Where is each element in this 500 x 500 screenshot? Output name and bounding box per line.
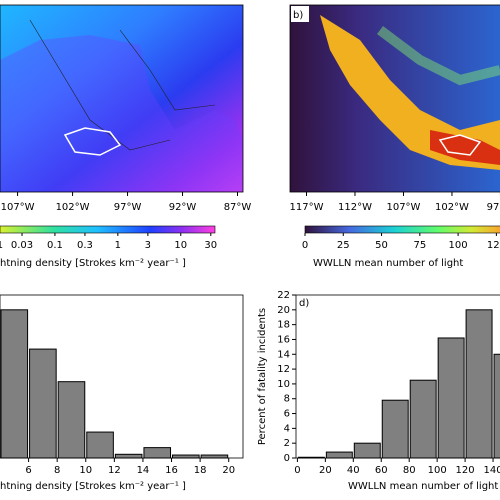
bar: [353, 442, 381, 459]
bar: [465, 309, 493, 459]
colorbar: [0, 225, 216, 234]
x-tick-label: 117°W: [289, 202, 323, 213]
x-tick-label: 107°W: [1, 202, 35, 213]
panel-label-bg: [291, 6, 309, 22]
colorbar-tick-label: 3: [145, 240, 151, 251]
y-tick-label: 22: [277, 290, 290, 301]
region-outline: [63, 127, 122, 156]
bar: [437, 337, 465, 459]
y-tick-label: 6: [284, 409, 290, 420]
colorbar-label: htning density [Strokes km⁻² year⁻¹ ]: [0, 258, 186, 269]
colorbar-tick-label: 0.3: [77, 240, 93, 251]
map-frame: [289, 4, 500, 193]
colorbar-tick-label: 25: [337, 240, 350, 251]
x-tick-label: 16: [165, 465, 178, 476]
axes-frame: [295, 294, 500, 459]
x-tick-label: 112°W: [338, 202, 372, 213]
y-tick-label: 2: [284, 438, 290, 449]
map-frame: [0, 4, 244, 193]
y-tick-label: 8: [284, 394, 290, 405]
x-tick-label: 12: [108, 465, 121, 476]
x-axis-label: WWLLN mean number of light: [348, 481, 498, 492]
x-tick-label: 102°W: [435, 202, 469, 213]
colorbar-tick-label: 50: [375, 240, 388, 251]
x-tick-label: 100: [428, 465, 447, 476]
map-background: [0, 5, 243, 192]
bar: [114, 453, 143, 459]
panel-label: b): [293, 10, 303, 21]
bar: [172, 454, 200, 459]
x-axis-label: htning density [Strokes km⁻² year⁻¹ ]: [0, 481, 186, 492]
bar: [381, 399, 409, 459]
bar: [29, 348, 57, 459]
panel-label: d): [299, 298, 309, 309]
x-tick-label: 102°W: [56, 202, 90, 213]
colorbar-tick-label: 10: [174, 240, 187, 251]
x-tick-label: 107°W: [386, 202, 420, 213]
y-tick-label: 14: [277, 349, 290, 360]
y-tick-label: 18: [277, 320, 290, 331]
colorbar-tick-label: 0: [302, 240, 308, 251]
x-tick-label: 92°W: [169, 202, 197, 213]
x-tick-label: 97°W: [114, 202, 142, 213]
axes-frame: [0, 294, 244, 459]
colorbar-tick-label: 0.03: [11, 240, 33, 251]
x-tick-label: 8: [54, 465, 60, 476]
y-axis-label: Percent of fatality incidents: [257, 308, 268, 445]
bar: [200, 454, 229, 459]
y-tick-label: 4: [284, 423, 290, 434]
bar: [493, 353, 500, 459]
y-tick-label: 10: [277, 379, 290, 390]
x-tick-label: 60: [375, 465, 388, 476]
colorbar-tick-label: 125: [487, 240, 500, 251]
x-tick-label: 18: [194, 465, 207, 476]
x-tick-label: 6: [25, 465, 31, 476]
map-region: [377, 26, 500, 86]
x-tick-label: 120: [456, 465, 475, 476]
colorbar-tick-label: 100: [449, 240, 468, 251]
colorbar-tick-label: 30: [204, 240, 217, 251]
colorbar-tick-label: 1: [115, 240, 121, 251]
x-tick-label: 0: [294, 465, 300, 476]
bar: [57, 381, 86, 459]
x-tick-label: 14: [137, 465, 150, 476]
map-region: [0, 35, 243, 192]
bar: [86, 431, 114, 459]
x-tick-label: 10: [79, 465, 92, 476]
x-tick-label: 40: [347, 465, 360, 476]
region-outline: [438, 134, 482, 156]
colorbar: [304, 225, 500, 234]
colorbar-label: WWLLN mean number of light: [313, 258, 463, 269]
x-tick-label: 20: [222, 465, 235, 476]
bar: [409, 379, 437, 459]
bar: [0, 309, 29, 459]
colorbar-tick-label: 75: [413, 240, 426, 251]
x-tick-label: 97°W: [487, 202, 500, 213]
x-tick-label: 20: [319, 465, 332, 476]
y-tick-label: 20: [277, 305, 290, 316]
bar: [143, 447, 172, 459]
y-tick-label: 12: [277, 364, 290, 375]
x-tick-label: 140: [484, 465, 500, 476]
map-region: [320, 15, 500, 170]
y-tick-label: 0: [284, 453, 290, 464]
bar: [325, 451, 353, 459]
x-tick-label: 80: [403, 465, 416, 476]
colorbar-tick-label: 0.1: [47, 240, 63, 251]
y-tick-label: 16: [277, 334, 290, 345]
x-tick-label: 87°W: [224, 202, 252, 213]
colorbar-tick-label: 0.01: [0, 240, 3, 251]
map-borders: [29, 19, 216, 151]
